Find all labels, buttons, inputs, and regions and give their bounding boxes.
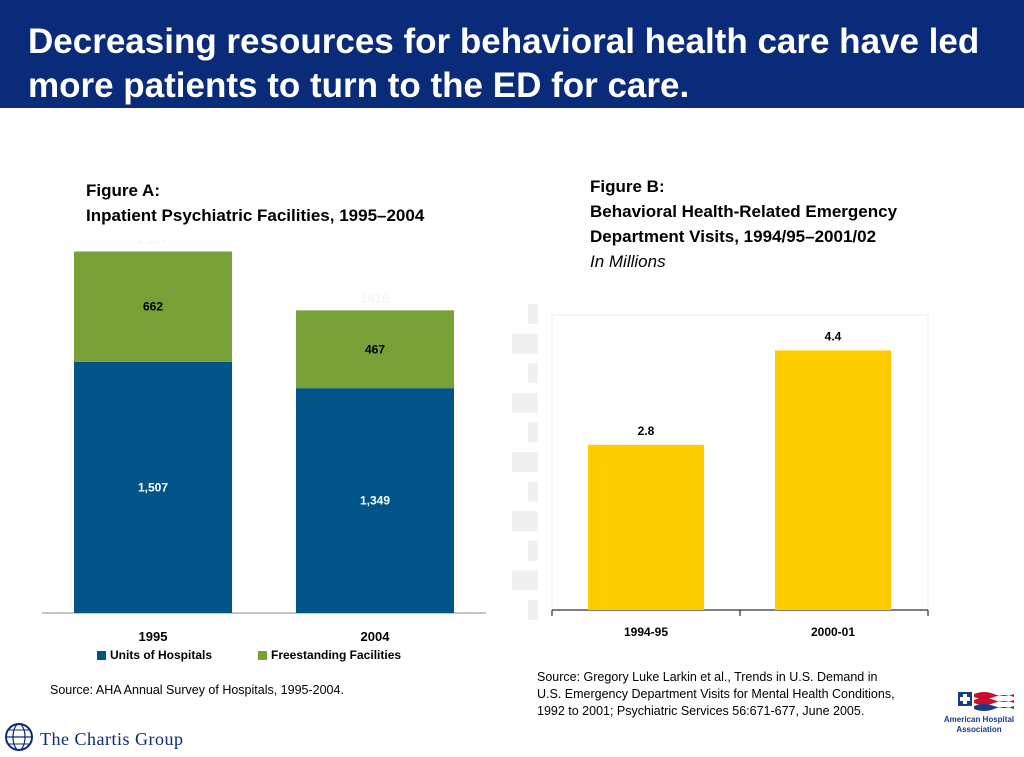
legend-swatch-0: [97, 651, 106, 660]
bar-units-2004: [296, 388, 454, 613]
background-block: [528, 363, 538, 384]
figure-a-source: Source: AHA Annual Survey of Hospitals, …: [50, 683, 344, 697]
data-label-1994-95: 2.8: [638, 424, 655, 438]
bar-2000-01: [775, 350, 891, 610]
aha-flag-icon: [958, 692, 1014, 711]
legend-label-0: Units of Hospitals: [110, 648, 212, 662]
total-label-2004: 1816: [361, 290, 390, 305]
figure-b-chart: 2.8 1994-95 4.4 2000-01: [512, 304, 929, 639]
figure-a-chart: 1,507 662 2169 1995 1,349 467 1816 2004 Units of…: [42, 240, 486, 662]
figure-b-source-line-1: Source: Gregory Luke Larkin et al., Tren…: [537, 670, 878, 684]
background-block: [528, 481, 538, 502]
x-tick-label-2004: 2004: [361, 629, 391, 644]
background-block: [528, 540, 538, 561]
data-label-2000-01: 4.4: [825, 329, 842, 343]
chartis-globe-icon: [5, 723, 33, 751]
x-tick-label-2000-01: 2000-01: [811, 625, 855, 639]
x-tick-label-1995: 1995: [139, 629, 168, 644]
bar-freestanding-1995: [74, 251, 232, 362]
background-block: [528, 422, 538, 443]
figure-a-label: Figure A:: [86, 181, 160, 200]
bar-units-1995: [74, 361, 232, 613]
aha-name: American Hospital Association: [943, 715, 1015, 734]
title-bar: Decreasing resources for behavioral heal…: [0, 0, 1024, 108]
background-block: [528, 600, 538, 620]
background-block: [512, 452, 538, 472]
figure-b-unit-note: In Millions: [590, 252, 666, 271]
legend-label-1: Freestanding Facilities: [271, 648, 401, 662]
figure-a-heading: Figure A: Inpatient Psychiatric Faciliti…: [86, 178, 424, 228]
legend-swatch-1: [258, 651, 267, 660]
figure-b-source: Source: Gregory Luke Larkin et al., Tren…: [537, 669, 895, 720]
background-block: [528, 304, 538, 324]
bar-freestanding-2004: [296, 310, 454, 389]
figure-b-label: Figure B:: [590, 177, 665, 196]
chartis-logo: The Chartis Group: [4, 722, 183, 754]
page-title: Decreasing resources for behavioral heal…: [28, 22, 980, 105]
background-block: [512, 570, 538, 591]
figure-b-source-line-3: 1992 to 2001; Psychiatric Services 56:67…: [537, 704, 865, 718]
figure-b-heading: Figure B: Behavioral Health-Related Emer…: [590, 174, 897, 274]
data-label-1995-units: 1,507: [138, 480, 168, 494]
data-label-1995-freestanding: 662: [143, 300, 163, 314]
bar-1994-95: [588, 444, 704, 610]
background-block: [512, 333, 538, 354]
x-tick-label-1994-95: 1994-95: [624, 625, 668, 639]
data-label-2004-freestanding: 467: [365, 342, 385, 356]
figure-b-subtitle-2: Department Visits, 1994/95–2001/02: [590, 227, 877, 246]
background-block: [512, 392, 538, 413]
figure-b-source-line-2: U.S. Emergency Department Visits for Men…: [537, 687, 895, 701]
total-label-1995: 2169: [139, 240, 168, 247]
figure-b-subtitle-1: Behavioral Health-Related Emergency: [590, 202, 898, 221]
chartis-name: The Chartis Group: [40, 729, 184, 749]
data-label-2004-units: 1,349: [360, 494, 390, 508]
background-block: [512, 511, 538, 532]
figure-a-subtitle: Inpatient Psychiatric Facilities, 1995–2…: [86, 206, 425, 225]
